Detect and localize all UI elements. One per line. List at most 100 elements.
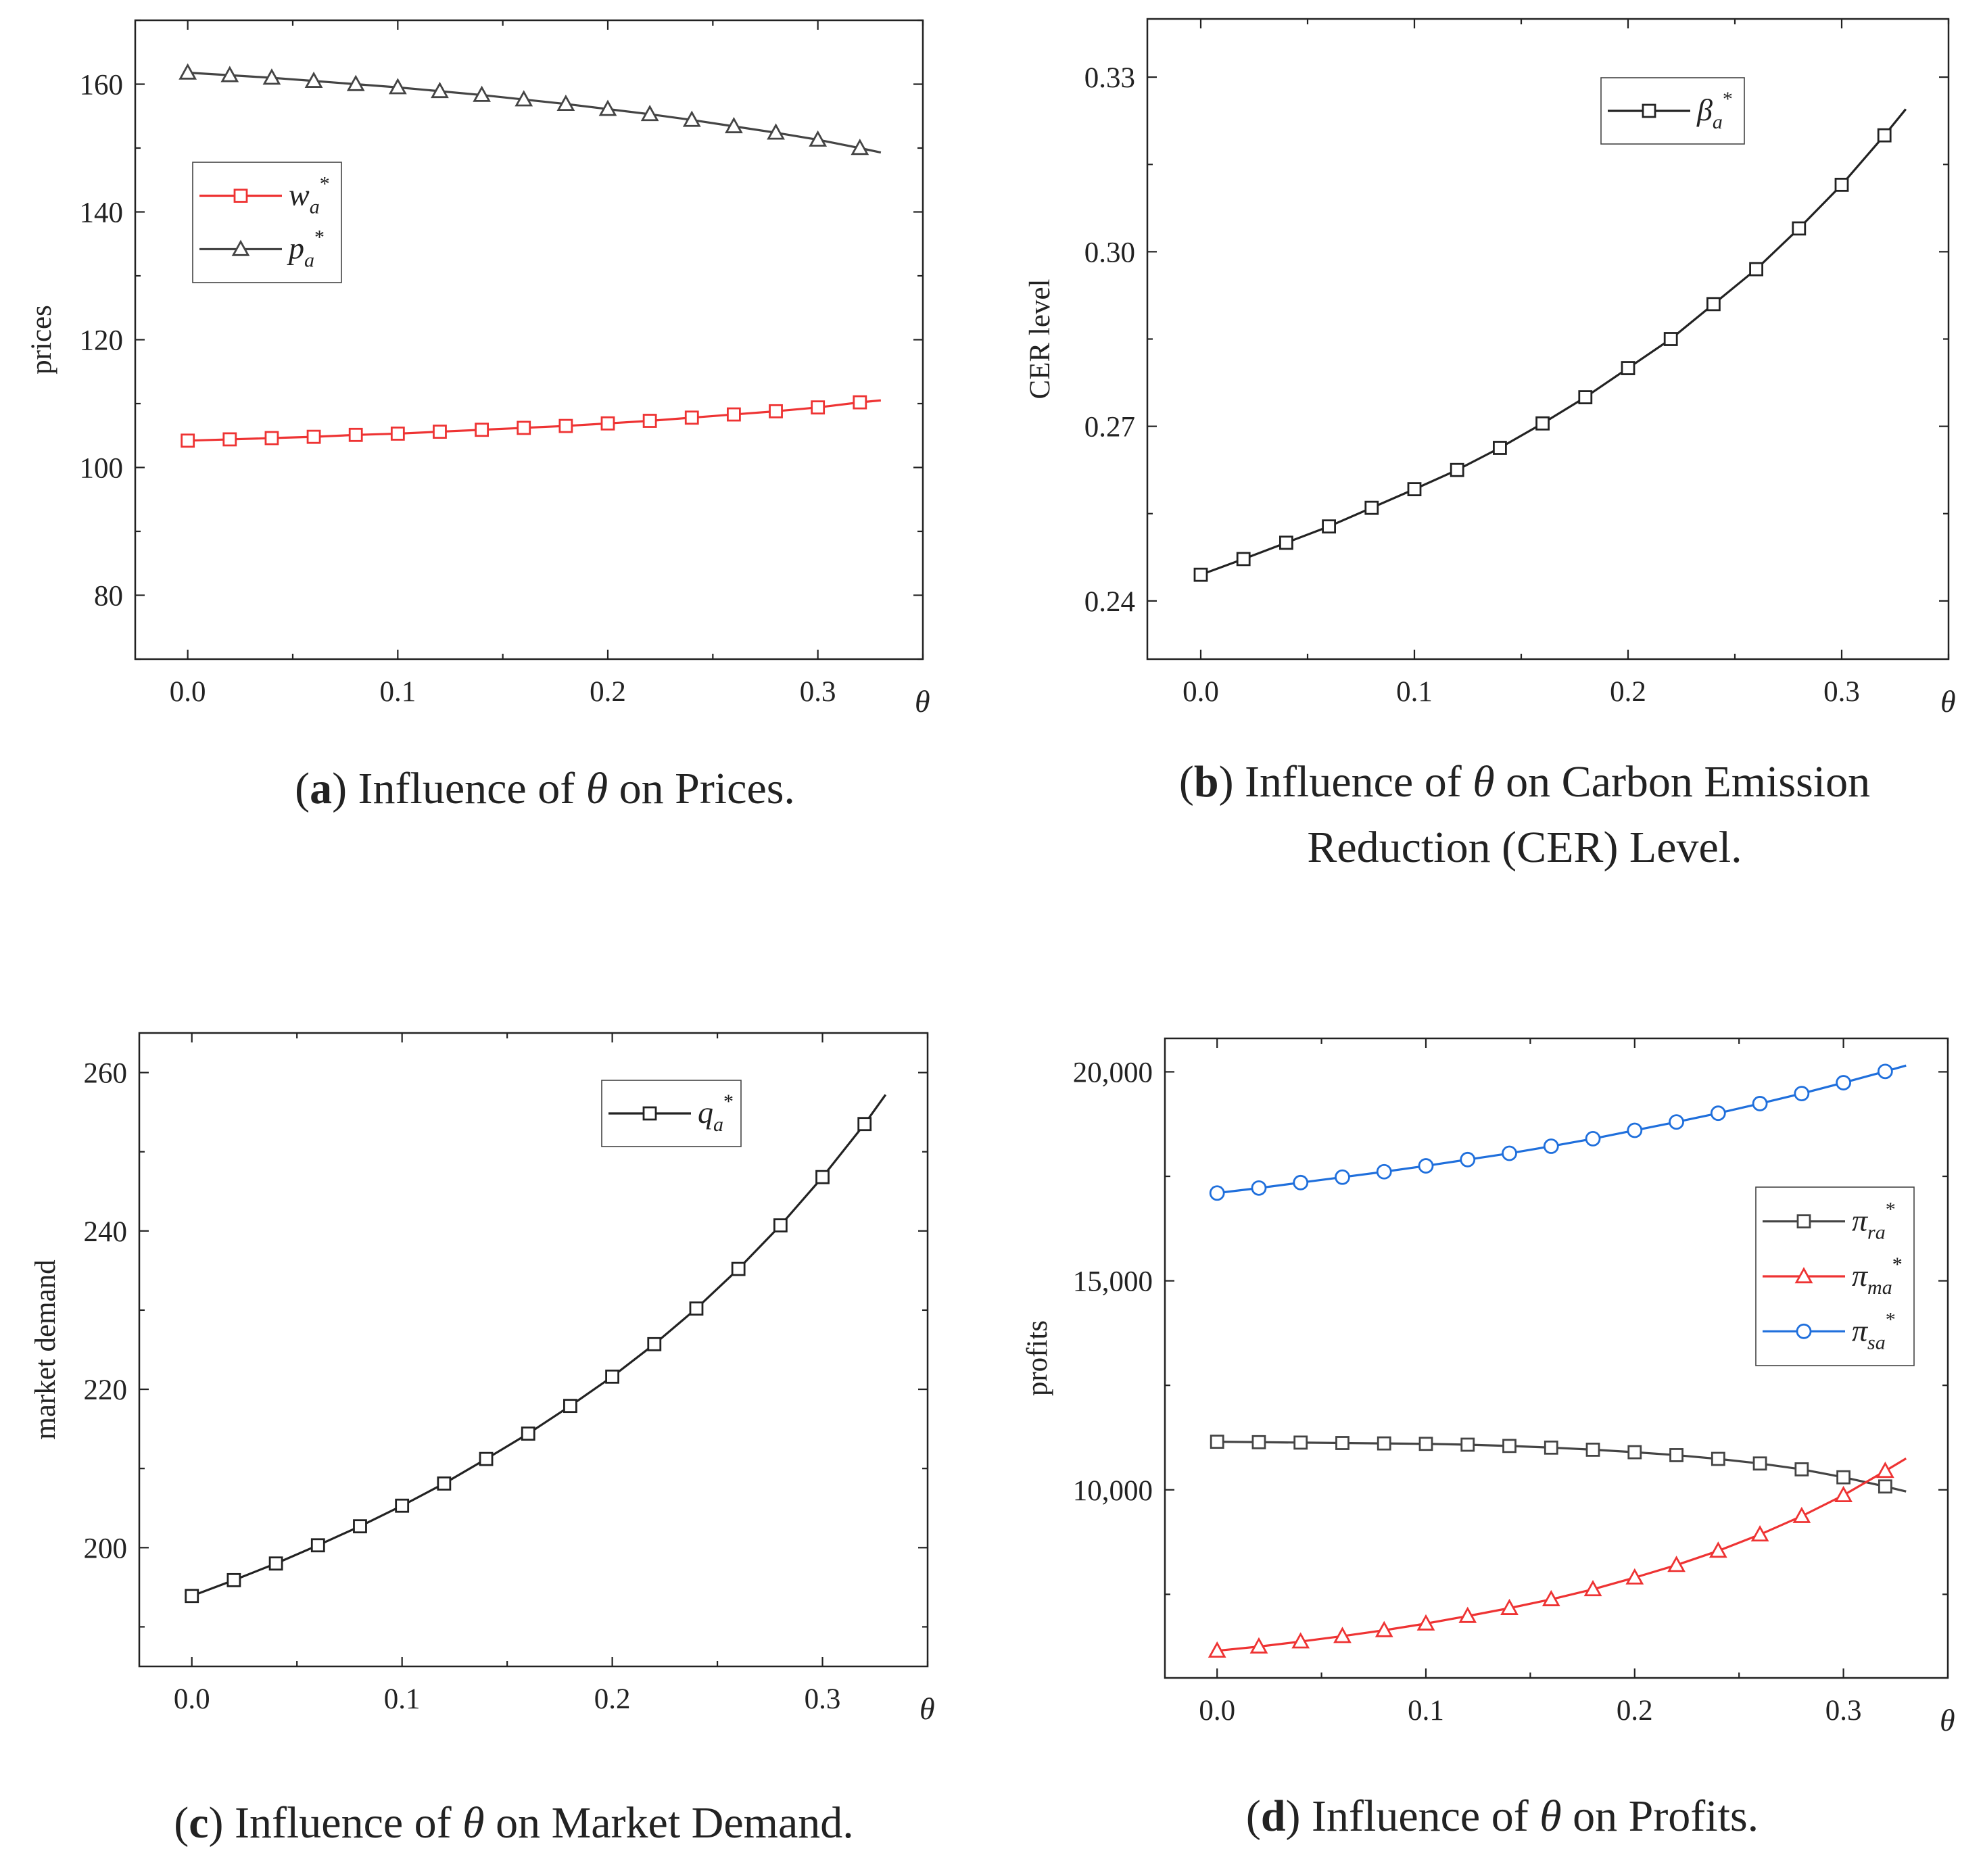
legend-label-0: wa* bbox=[289, 173, 330, 218]
x-tick-label: 0.3 bbox=[1825, 1695, 1862, 1727]
legend: πra*πma*πsa* bbox=[1755, 1186, 1915, 1366]
data-point bbox=[220, 66, 239, 82]
data-point bbox=[1322, 519, 1336, 534]
legend-subscript: a bbox=[713, 1113, 723, 1136]
legend-subscript: a bbox=[304, 249, 314, 272]
data-point bbox=[1458, 1606, 1477, 1623]
data-point bbox=[178, 63, 197, 80]
data-point bbox=[395, 1498, 410, 1513]
data-point bbox=[1877, 128, 1892, 143]
y-tick-label: 160 bbox=[80, 70, 124, 101]
data-point bbox=[556, 94, 575, 111]
series-line bbox=[191, 1094, 887, 1597]
data-point bbox=[857, 1117, 872, 1132]
caption-paren: ( bbox=[1246, 1791, 1261, 1841]
chart-d: 0.0 0.1 0.2 0.3 θ10,00015,00020,000profitsπr… bbox=[1022, 1037, 1955, 1841]
x-axis-title: θ bbox=[919, 1691, 935, 1726]
data-point bbox=[809, 130, 828, 147]
legend-superscript: * bbox=[320, 173, 330, 195]
series-a bbox=[185, 1094, 887, 1604]
data-point bbox=[605, 1369, 619, 1384]
legend-subscript: ma bbox=[1867, 1276, 1892, 1299]
data-point bbox=[264, 431, 279, 446]
x-tick-label: 0.1 bbox=[379, 676, 416, 708]
data-point bbox=[773, 1218, 788, 1233]
legend: wa* pa* bbox=[192, 162, 342, 283]
legend-marker bbox=[642, 1106, 657, 1121]
legend-symbol: β bbox=[1696, 93, 1713, 127]
data-point bbox=[1710, 1105, 1726, 1122]
series-a bbox=[1193, 108, 1907, 582]
data-point bbox=[431, 82, 449, 99]
caption-post: on Profits. bbox=[1562, 1791, 1759, 1841]
data-point bbox=[727, 407, 741, 422]
data-point bbox=[1376, 1163, 1392, 1180]
data-point bbox=[1578, 390, 1593, 404]
data-point bbox=[640, 105, 659, 122]
data-point bbox=[1418, 1437, 1433, 1451]
data-point bbox=[1279, 535, 1293, 550]
legend-label-0: qa* bbox=[698, 1090, 734, 1136]
data-point bbox=[1543, 1138, 1559, 1154]
data-point bbox=[1208, 1641, 1226, 1658]
data-point bbox=[1500, 1598, 1519, 1615]
legend-marker bbox=[1796, 1214, 1811, 1229]
data-point bbox=[185, 1589, 199, 1604]
data-point bbox=[1333, 1627, 1352, 1643]
caption-pre: ) Influence of bbox=[1219, 757, 1473, 807]
data-point bbox=[390, 427, 405, 441]
legend-superscript: * bbox=[1886, 1308, 1896, 1330]
legend-label-1: pa* bbox=[287, 226, 325, 272]
data-point bbox=[1709, 1541, 1727, 1558]
data-point bbox=[1877, 1063, 1893, 1080]
data-point bbox=[268, 1556, 283, 1571]
data-point bbox=[475, 423, 489, 437]
plot-frame bbox=[1164, 1037, 1949, 1679]
caption: (c) Influence of θ on Market Demand. bbox=[174, 1798, 854, 1848]
data-point bbox=[1876, 1462, 1894, 1478]
legend-marker bbox=[233, 189, 248, 203]
caption-line2: Reduction (CER) Level. bbox=[1307, 823, 1742, 872]
y-tick-label: 0.24 bbox=[1084, 586, 1135, 618]
caption: (d) Influence of θ on Profits. bbox=[1246, 1791, 1759, 1841]
caption-letter: d bbox=[1261, 1791, 1286, 1841]
data-point bbox=[1749, 262, 1764, 276]
y-tick-label: 15,000 bbox=[1073, 1266, 1153, 1298]
x-tick-label: 0.1 bbox=[1396, 676, 1433, 708]
data-point bbox=[517, 420, 531, 435]
data-point bbox=[642, 414, 657, 428]
x-tick-label: 0.0 bbox=[1182, 676, 1219, 708]
data-point bbox=[682, 110, 701, 127]
data-point bbox=[1792, 1506, 1811, 1523]
legend-marker bbox=[1794, 1267, 1813, 1284]
data-point bbox=[1450, 462, 1464, 477]
data-point bbox=[346, 74, 365, 91]
legend-marker bbox=[1642, 103, 1656, 118]
y-tick-label: 220 bbox=[84, 1374, 128, 1406]
y-axis-title: CER level bbox=[1024, 279, 1056, 399]
data-point bbox=[1663, 332, 1678, 346]
data-point bbox=[1878, 1479, 1892, 1494]
data-point bbox=[600, 416, 615, 431]
caption-post: on Prices. bbox=[608, 764, 795, 813]
x-tick-label: 0.3 bbox=[800, 676, 836, 708]
caption-symbol: θ bbox=[1473, 757, 1494, 807]
data-point bbox=[1836, 1470, 1851, 1485]
chart-a: 0.0 0.1 0.2 0.3 θ80100120140160priceswa*pa*(… bbox=[26, 19, 930, 813]
caption-symbol: θ bbox=[462, 1798, 484, 1848]
legend-subscript: a bbox=[310, 196, 320, 218]
legend-label-2: πsa* bbox=[1852, 1308, 1896, 1353]
data-point bbox=[1377, 1436, 1391, 1451]
legend: qa* bbox=[601, 1080, 742, 1147]
data-point bbox=[558, 418, 573, 433]
data-point bbox=[1209, 1185, 1225, 1201]
y-tick-label: 240 bbox=[84, 1216, 128, 1248]
data-point bbox=[304, 71, 323, 88]
data-point bbox=[725, 116, 743, 134]
legend: βa* bbox=[1600, 77, 1745, 145]
y-tick-label: 0.33 bbox=[1084, 62, 1135, 94]
caption-paren: ( bbox=[174, 1798, 189, 1848]
caption: (a) Influence of θ on Prices. bbox=[295, 764, 795, 813]
series-ma bbox=[1208, 1458, 1907, 1658]
legend-symbol: π bbox=[1852, 1258, 1869, 1293]
